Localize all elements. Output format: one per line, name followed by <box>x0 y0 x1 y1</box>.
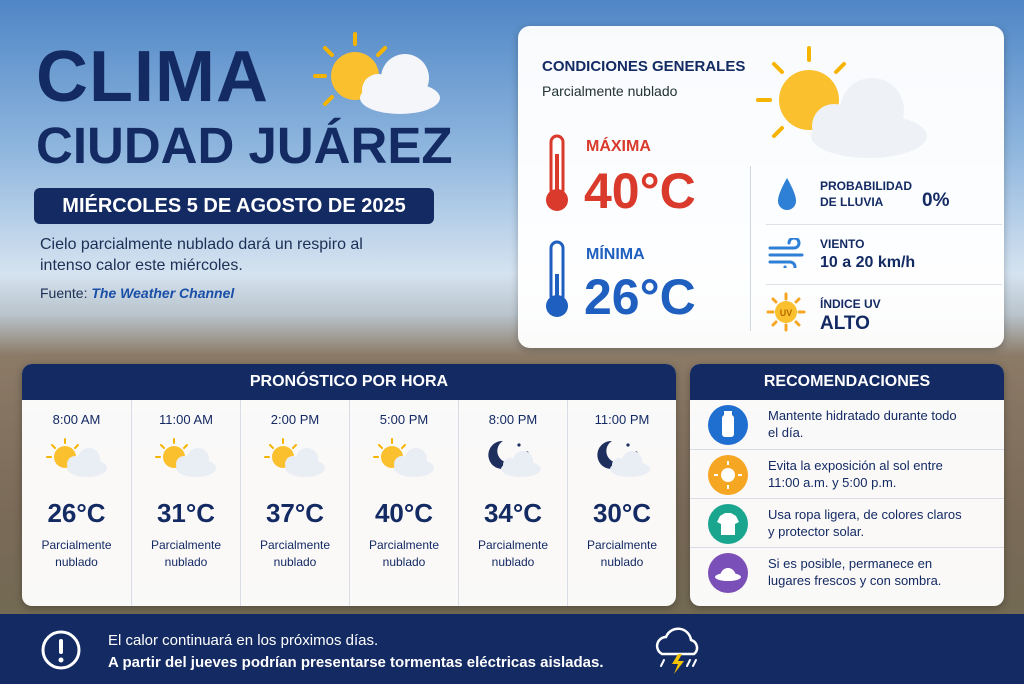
hour-column: 8:00 PM 34°C Parcialmente nublado <box>458 400 567 606</box>
hour-temp: 40°C <box>374 498 434 528</box>
hour-column: 11:00 AM 31°C Parcialmente nublado <box>131 400 240 606</box>
recommendation-text: Evita la exposición al sol entre 11:00 a… <box>768 458 943 490</box>
weather-icon <box>756 46 927 158</box>
recommendation: Usa ropa ligera, de colores claros y pro… <box>690 498 1004 547</box>
recommendation-text: Usa ropa ligera, de colores claros y pro… <box>768 507 962 539</box>
recommendation: Evita la exposición al sol entre 11:00 a… <box>690 449 1004 498</box>
hour-column: 2:00 PM 37°C Parcialmente nublado <box>240 400 349 606</box>
hour-time: 11:00 AM <box>159 412 213 427</box>
date: MIÉRCOLES 5 DE AGOSTO DE 2025 <box>34 188 434 224</box>
conditions-card: CONDICIONES GENERALES Parcialmente nubla… <box>518 26 1004 348</box>
hour-condition: Parcialmente nublado <box>150 538 222 569</box>
uv-icon-text: UV <box>780 308 793 318</box>
rain-label: PROBABILIDAD DE LLUVIA <box>820 179 912 209</box>
hour-icon <box>264 438 325 477</box>
wind-label: VIENTO <box>820 237 865 251</box>
title: CLIMA <box>36 37 269 117</box>
drop-icon <box>778 178 796 210</box>
footer-line: A partir del jueves podrían presentarse … <box>108 654 604 671</box>
recommendation: Mantente hidratado durante todo el día. <box>690 400 1004 449</box>
uv-value: ALTO <box>820 313 870 334</box>
footer: El calor continuará en los próximos días… <box>0 614 1024 684</box>
recommendation-icon <box>708 504 748 544</box>
summary: Cielo parcialmente nublado dará un respi… <box>40 236 363 274</box>
hour-icon <box>597 440 650 477</box>
hour-column: 8:00 AM 26°C Parcialmente nublado <box>22 400 131 606</box>
hour-time: 5:00 PM <box>379 412 429 427</box>
hour-condition: Parcialmente nublado <box>368 538 440 569</box>
max-label: MÁXIMA <box>586 138 651 155</box>
hour-temp: 30°C <box>592 498 652 528</box>
recommendation: Si es posible, permanece en lugares fres… <box>690 547 1004 596</box>
hour-column: 5:00 PM 40°C Parcialmente nublado <box>349 400 458 606</box>
recommendation-icon <box>708 455 748 495</box>
weather-icon <box>313 32 440 114</box>
hour-time: 11:00 PM <box>594 412 650 427</box>
card-subtitle: Parcialmente nublado <box>542 83 678 99</box>
hour-column: 11:00 PM 30°C Parcialmente nublado <box>567 400 676 606</box>
recommendation-icon <box>708 405 748 445</box>
hour-time: 2:00 PM <box>270 412 320 427</box>
hour-time: 8:00 AM <box>52 412 101 427</box>
min-label: MÍNIMA <box>586 246 645 263</box>
alert-icon <box>41 630 81 670</box>
source: Fuente: The Weather Channel <box>40 285 234 301</box>
hour-temp: 37°C <box>265 498 325 528</box>
wind-value: 10 a 20 km/h <box>820 254 916 271</box>
hour-condition: Parcialmente nublado <box>586 538 658 569</box>
hour-time: 8:00 PM <box>488 412 538 427</box>
hour-temp: 34°C <box>483 498 543 528</box>
max-temp: 40°C <box>584 163 696 219</box>
recommendation-text: Si es posible, permanece en lugares fres… <box>768 556 942 588</box>
min-temp: 26°C <box>584 269 696 325</box>
source-label: Fuente: <box>40 285 88 301</box>
hour-icon <box>488 440 541 477</box>
hour-temp: 31°C <box>156 498 216 528</box>
recommendation-icon <box>708 553 748 593</box>
hour-icon <box>373 438 434 477</box>
source-name: The Weather Channel <box>91 285 235 301</box>
wind-icon <box>768 238 804 268</box>
title: CIUDAD JUÁREZ <box>36 117 453 174</box>
recommendations-panel: RECOMENDACIONES Mantente hidratado duran… <box>690 364 1004 606</box>
hour-icon <box>45 438 107 477</box>
card-title: CONDICIONES GENERALES <box>542 58 746 75</box>
thermometer-cold <box>546 240 568 317</box>
panel-title: PRONÓSTICO POR HORA <box>22 364 676 400</box>
divider <box>750 166 751 331</box>
hour-condition: Parcialmente nublado <box>259 538 331 569</box>
hourly-panel: PRONÓSTICO POR HORA 8:00 AM 26°C Parcialme… <box>22 364 676 606</box>
panel-title: RECOMENDACIONES <box>690 364 1004 400</box>
hour-condition: Parcialmente nublado <box>41 538 112 569</box>
hour-temp: 26°C <box>47 498 106 528</box>
storm-icon <box>655 627 699 674</box>
footer-line: El calor continuará en los próximos días… <box>108 632 379 649</box>
uv-icon: UV <box>766 292 806 332</box>
rain-value: 0% <box>922 190 950 211</box>
recommendation-text: Mantente hidratado durante todo el día. <box>768 408 957 440</box>
thermometer-hot <box>546 134 568 211</box>
hour-icon <box>155 438 216 477</box>
uv-label: ÍNDICE UV <box>820 297 881 311</box>
hour-condition: Parcialmente nublado <box>477 538 549 569</box>
